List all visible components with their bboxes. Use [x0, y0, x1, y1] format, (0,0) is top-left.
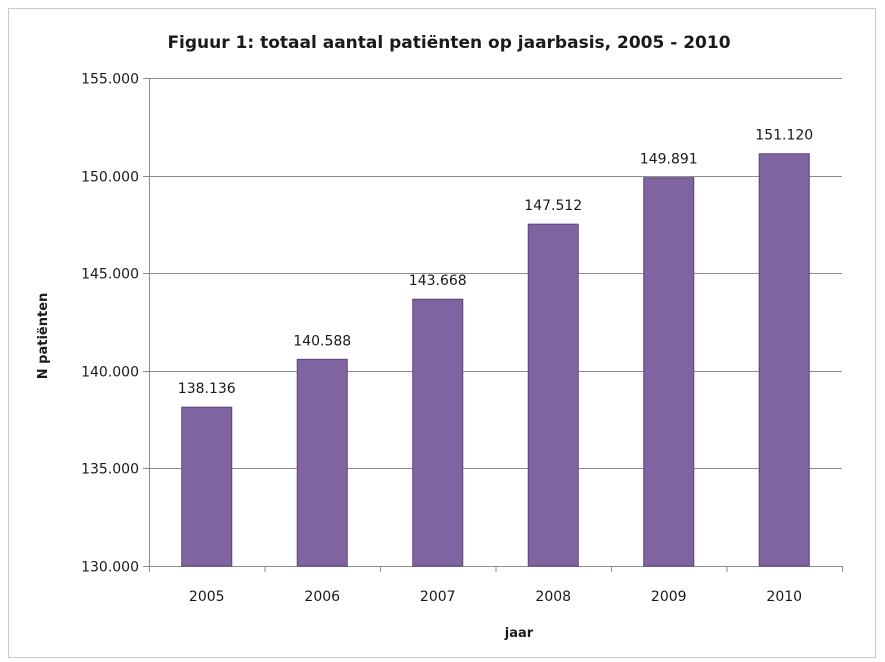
data-label-2010: 151.120 — [755, 128, 813, 144]
y-tick-label: 145.000 — [81, 267, 139, 283]
y-tick-label: 155.000 — [81, 72, 139, 88]
axes — [149, 78, 843, 572]
x-tick-label-2005: 2005 — [189, 589, 225, 605]
bar-2006 — [296, 358, 348, 567]
gridlines — [143, 78, 842, 567]
x-tick-label-2008: 2008 — [535, 589, 571, 605]
x-tick-label-2009: 2009 — [651, 589, 687, 605]
chart-frame: Figuur 1: totaal aantal patiënten op jaa… — [8, 8, 876, 658]
data-label-2006: 140.588 — [293, 333, 351, 349]
y-tick-label: 135.000 — [81, 462, 139, 478]
x-tick-label-2010: 2010 — [766, 589, 802, 605]
x-tick-label-2006: 2006 — [304, 589, 340, 605]
data-label-2008: 147.512 — [524, 198, 582, 214]
bar-2009 — [643, 177, 695, 567]
y-tick-label: 130.000 — [81, 560, 139, 576]
y-tick-label: 140.000 — [81, 365, 139, 381]
bar-2007 — [412, 298, 464, 567]
y-axis-title: N patiënten — [36, 293, 51, 380]
chart-title: Figuur 1: totaal aantal patiënten op jaa… — [167, 33, 730, 53]
data-label-2007: 143.668 — [409, 273, 467, 289]
x-axis-title: jaar — [504, 626, 534, 641]
data-label-2005: 138.136 — [178, 381, 236, 397]
bar-2010 — [758, 153, 810, 567]
bar-chart: Figuur 1: totaal aantal patiënten op jaa… — [36, 33, 843, 641]
bars — [181, 153, 810, 567]
data-label-2009: 149.891 — [640, 152, 698, 168]
x-tick-labels: 2005 2006 2007 2008 2009 2010 — [189, 589, 802, 605]
y-tick-labels: 130.000 135.000 140.000 145.000 150.000 155.0… — [81, 72, 139, 576]
x-tick-label-2007: 2007 — [420, 589, 456, 605]
bar-2008 — [527, 223, 579, 567]
y-tick-label: 150.000 — [81, 170, 139, 186]
data-labels: 138.136 140.588 143.668 147.512 149.891 151.1… — [178, 128, 813, 397]
bar-2005 — [181, 406, 233, 567]
